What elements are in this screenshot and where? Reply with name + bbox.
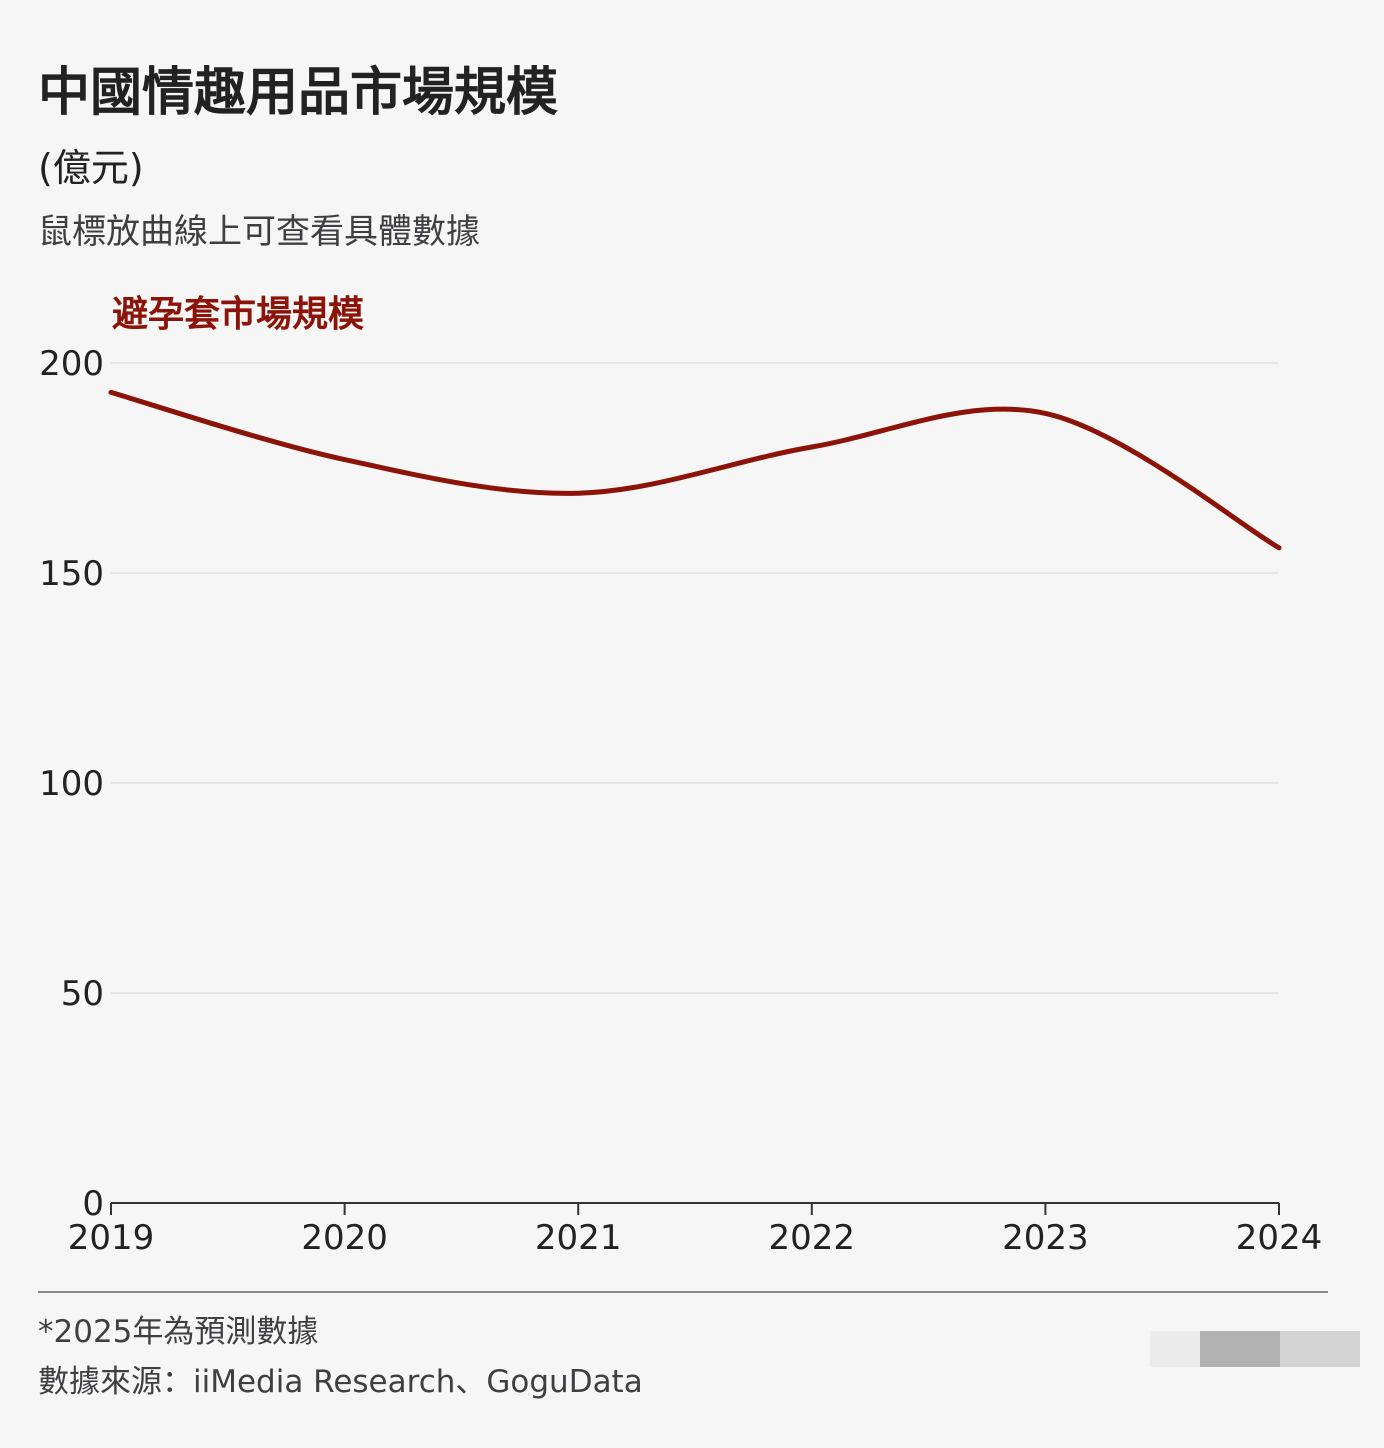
gridlines	[111, 362, 1279, 994]
x-tick-label: 2021	[535, 1218, 622, 1258]
y-tick-label: 0	[82, 1184, 104, 1224]
x-tick-label: 2022	[769, 1218, 856, 1258]
y-tick-label: 150	[39, 554, 104, 594]
chart-unit: (億元)	[38, 146, 144, 190]
x-tick-label: 2019	[68, 1218, 155, 1258]
data-point[interactable]	[1035, 403, 1055, 423]
data-point[interactable]	[335, 450, 355, 470]
logo-block	[1200, 1331, 1280, 1367]
forecast-note: *2025年為預測數據	[38, 1314, 319, 1350]
logo-block	[1280, 1331, 1360, 1367]
line-chart[interactable]: 0 50 100 150 200 2019 2020 2021 2022 2023 2024 避孕…	[0, 0, 1384, 1300]
data-point[interactable]	[101, 382, 121, 402]
series-line[interactable]	[108, 389, 1282, 551]
y-axis-ticks: 0 50 100 150 200	[39, 344, 104, 1224]
x-tick-label: 2023	[1002, 1218, 1089, 1258]
y-tick-label: 100	[39, 764, 104, 804]
series-label: 避孕套市場規模	[112, 294, 364, 335]
x-tick-label: 2024	[1236, 1218, 1323, 1258]
series-layer[interactable]: 避孕套市場規模	[101, 294, 1289, 558]
chart-hint: 鼠標放曲線上可查看具體數據	[38, 212, 480, 252]
data-source: 數據來源：iiMedia Research、GoguData	[38, 1364, 643, 1400]
footer-divider	[38, 1291, 1328, 1293]
data-point[interactable]	[802, 437, 822, 457]
y-tick-label: 200	[39, 344, 104, 384]
x-tick-label: 2020	[301, 1218, 388, 1258]
logo-block	[1150, 1331, 1200, 1367]
chart-title: 中國情趣用品市場規模	[38, 63, 559, 123]
y-tick-label: 50	[61, 974, 104, 1014]
x-axis: 2019 2020 2021 2022 2023 2024	[68, 1202, 1323, 1258]
logo	[1150, 1331, 1360, 1367]
data-point[interactable]	[568, 483, 588, 503]
data-point[interactable]	[1269, 538, 1289, 558]
